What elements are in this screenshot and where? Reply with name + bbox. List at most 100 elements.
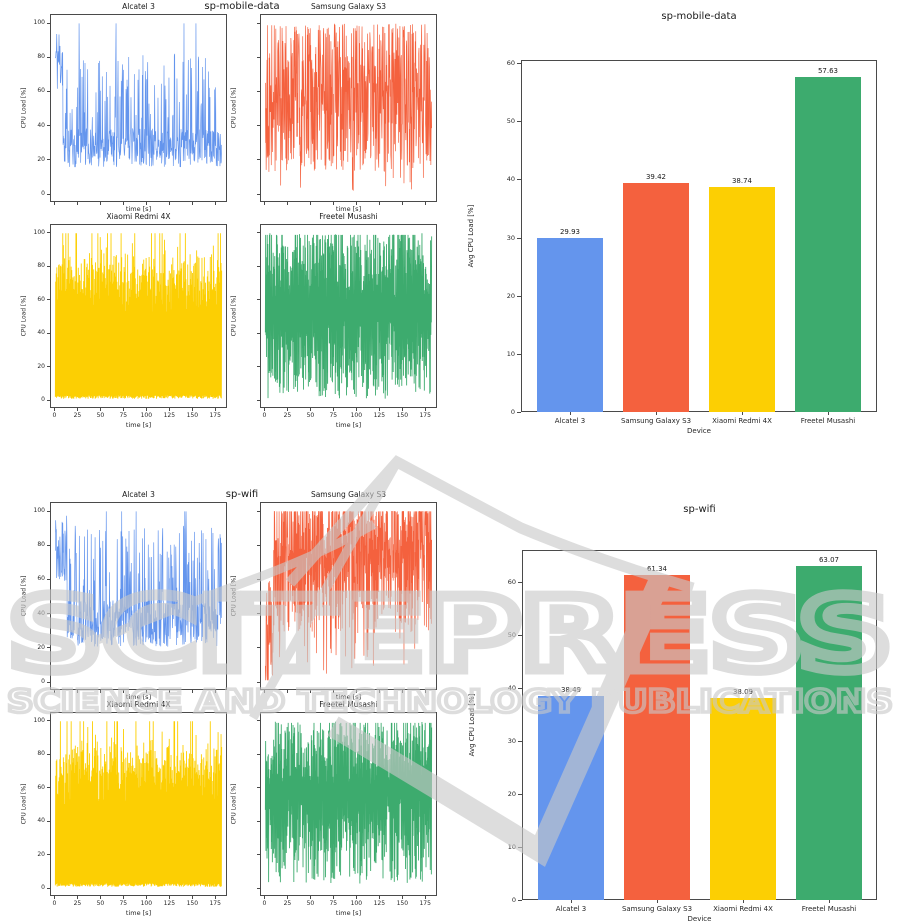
bar-xiaomi-redmi-4x <box>710 698 776 900</box>
y-tick-mark <box>517 353 521 355</box>
y-tick-mark <box>517 412 521 413</box>
x-axis-label: time [s] <box>335 421 362 429</box>
x-tick-mark <box>287 408 289 411</box>
line-chart-xiaomi-redmi-4x <box>54 721 223 887</box>
category-label: Xiaomi Redmi 4X <box>713 905 773 913</box>
y-tick-mark <box>257 159 260 161</box>
category-label: Samsung Galaxy S3 <box>620 417 692 425</box>
x-tick-mark <box>828 412 829 415</box>
y-tick-mark <box>47 578 50 580</box>
y-tick-label: 0 <box>41 884 45 892</box>
y-tick-label: 80 <box>37 262 45 270</box>
series-line <box>264 721 433 884</box>
y-tick-mark <box>47 159 50 161</box>
x-tick-mark <box>77 408 79 411</box>
series-line <box>264 233 433 399</box>
x-tick-mark <box>123 896 125 899</box>
x-tick-mark <box>425 896 427 899</box>
axes <box>260 502 437 690</box>
x-tick-label: 100 <box>140 900 153 907</box>
y-tick-mark <box>257 56 260 58</box>
y-tick-label: 60 <box>37 87 45 95</box>
y-tick-label: 50 <box>506 117 515 126</box>
x-tick-label: 150 <box>186 412 199 419</box>
y-tick-mark <box>257 720 260 722</box>
x-axis-label: time [s] <box>125 205 152 213</box>
x-tick-mark <box>310 690 312 693</box>
y-tick-mark <box>47 56 50 58</box>
y-axis-label: CPU Load [%] <box>230 295 238 337</box>
subplot-title: Xiaomi Redmi 4X <box>106 212 171 221</box>
x-tick-label: 25 <box>283 900 292 907</box>
x-tick-label: 175 <box>419 900 431 907</box>
series-line <box>55 23 222 168</box>
y-tick-mark <box>47 544 50 546</box>
y-tick-mark <box>47 299 50 301</box>
x-tick-mark <box>215 690 217 693</box>
x-tick-mark <box>123 202 125 205</box>
category-label: Xiaomi Redmi 4X <box>712 417 772 425</box>
y-tick-mark <box>257 366 260 368</box>
y-tick-label: 30 <box>506 233 515 242</box>
y-tick-label: 100 <box>33 228 45 236</box>
bar-samsung-galaxy-s3 <box>624 574 690 900</box>
x-tick-label: 150 <box>396 900 409 907</box>
y-tick-label: 100 <box>33 19 45 26</box>
category-label: Samsung Galaxy S3 <box>621 905 693 913</box>
x-tick-label: 150 <box>186 900 199 907</box>
y-tick-mark <box>47 265 50 267</box>
x-axis-label: time [s] <box>335 909 362 917</box>
axes <box>260 712 437 896</box>
bar-xiaomi-redmi-4x <box>709 186 775 412</box>
bar-value-label: 29.93 <box>559 227 581 236</box>
bar-alcatel-3 <box>537 237 603 412</box>
x-tick-mark <box>54 408 56 411</box>
y-tick-mark <box>257 332 260 334</box>
y-tick-label: 100 <box>33 507 45 514</box>
x-tick-label: 100 <box>350 900 363 907</box>
category-label: Alcatel 3 <box>555 905 587 913</box>
x-tick-mark <box>264 896 266 899</box>
x-tick-mark <box>54 896 56 899</box>
y-tick-label: 80 <box>37 750 45 758</box>
y-tick-label: 20 <box>507 789 516 798</box>
x-tick-mark <box>570 412 571 415</box>
bar-samsung-galaxy-s3 <box>623 182 689 412</box>
y-tick-mark <box>257 90 260 92</box>
figure-title: sp-wifi <box>225 489 259 500</box>
x-tick-label: 75 <box>329 412 338 419</box>
line-chart-freetel-musashi <box>264 721 433 884</box>
x-tick-mark <box>215 896 217 899</box>
x-tick-mark <box>287 896 289 899</box>
x-tick-mark <box>333 896 335 899</box>
bar-value-label: 39.42 <box>645 172 667 181</box>
x-tick-mark <box>169 202 171 205</box>
x-tick-mark <box>215 408 217 411</box>
bar-freetel-musashi <box>795 76 861 412</box>
y-tick-mark <box>517 62 521 64</box>
x-axis-label: time [s] <box>125 421 152 429</box>
x-tick-label: 0 <box>52 412 57 419</box>
x-tick-label: 125 <box>373 412 386 419</box>
x-tick-label: 175 <box>209 900 221 907</box>
y-tick-label: 60 <box>37 575 45 583</box>
bar-value-label: 61.34 <box>646 564 668 573</box>
series-line <box>265 23 432 191</box>
y-tick-mark <box>257 681 260 683</box>
x-tick-label: 0 <box>262 900 267 907</box>
x-tick-mark <box>100 896 102 899</box>
axes <box>50 502 227 690</box>
figure-sp-mobile-data-bars: sp-mobile-data Avg CPU Load [%] Device 0 10 2… <box>450 0 901 445</box>
figure-title: sp-mobile-data <box>661 11 737 22</box>
x-axis-label: time [s] <box>125 693 152 701</box>
y-tick-mark <box>257 125 260 127</box>
y-tick-mark <box>47 787 50 789</box>
x-tick-mark <box>100 408 102 411</box>
y-tick-label: 20 <box>37 643 45 651</box>
x-tick-mark <box>146 896 148 899</box>
y-tick-mark <box>518 581 522 583</box>
line-chart-xiaomi-redmi-4x <box>54 233 223 399</box>
y-tick-label: 80 <box>37 541 45 549</box>
x-tick-mark <box>77 202 79 205</box>
figure-sp-wifi-lines: sp-wifi Alcatel 3 CPU Load [%] time [s] 0 20 4… <box>8 488 448 924</box>
